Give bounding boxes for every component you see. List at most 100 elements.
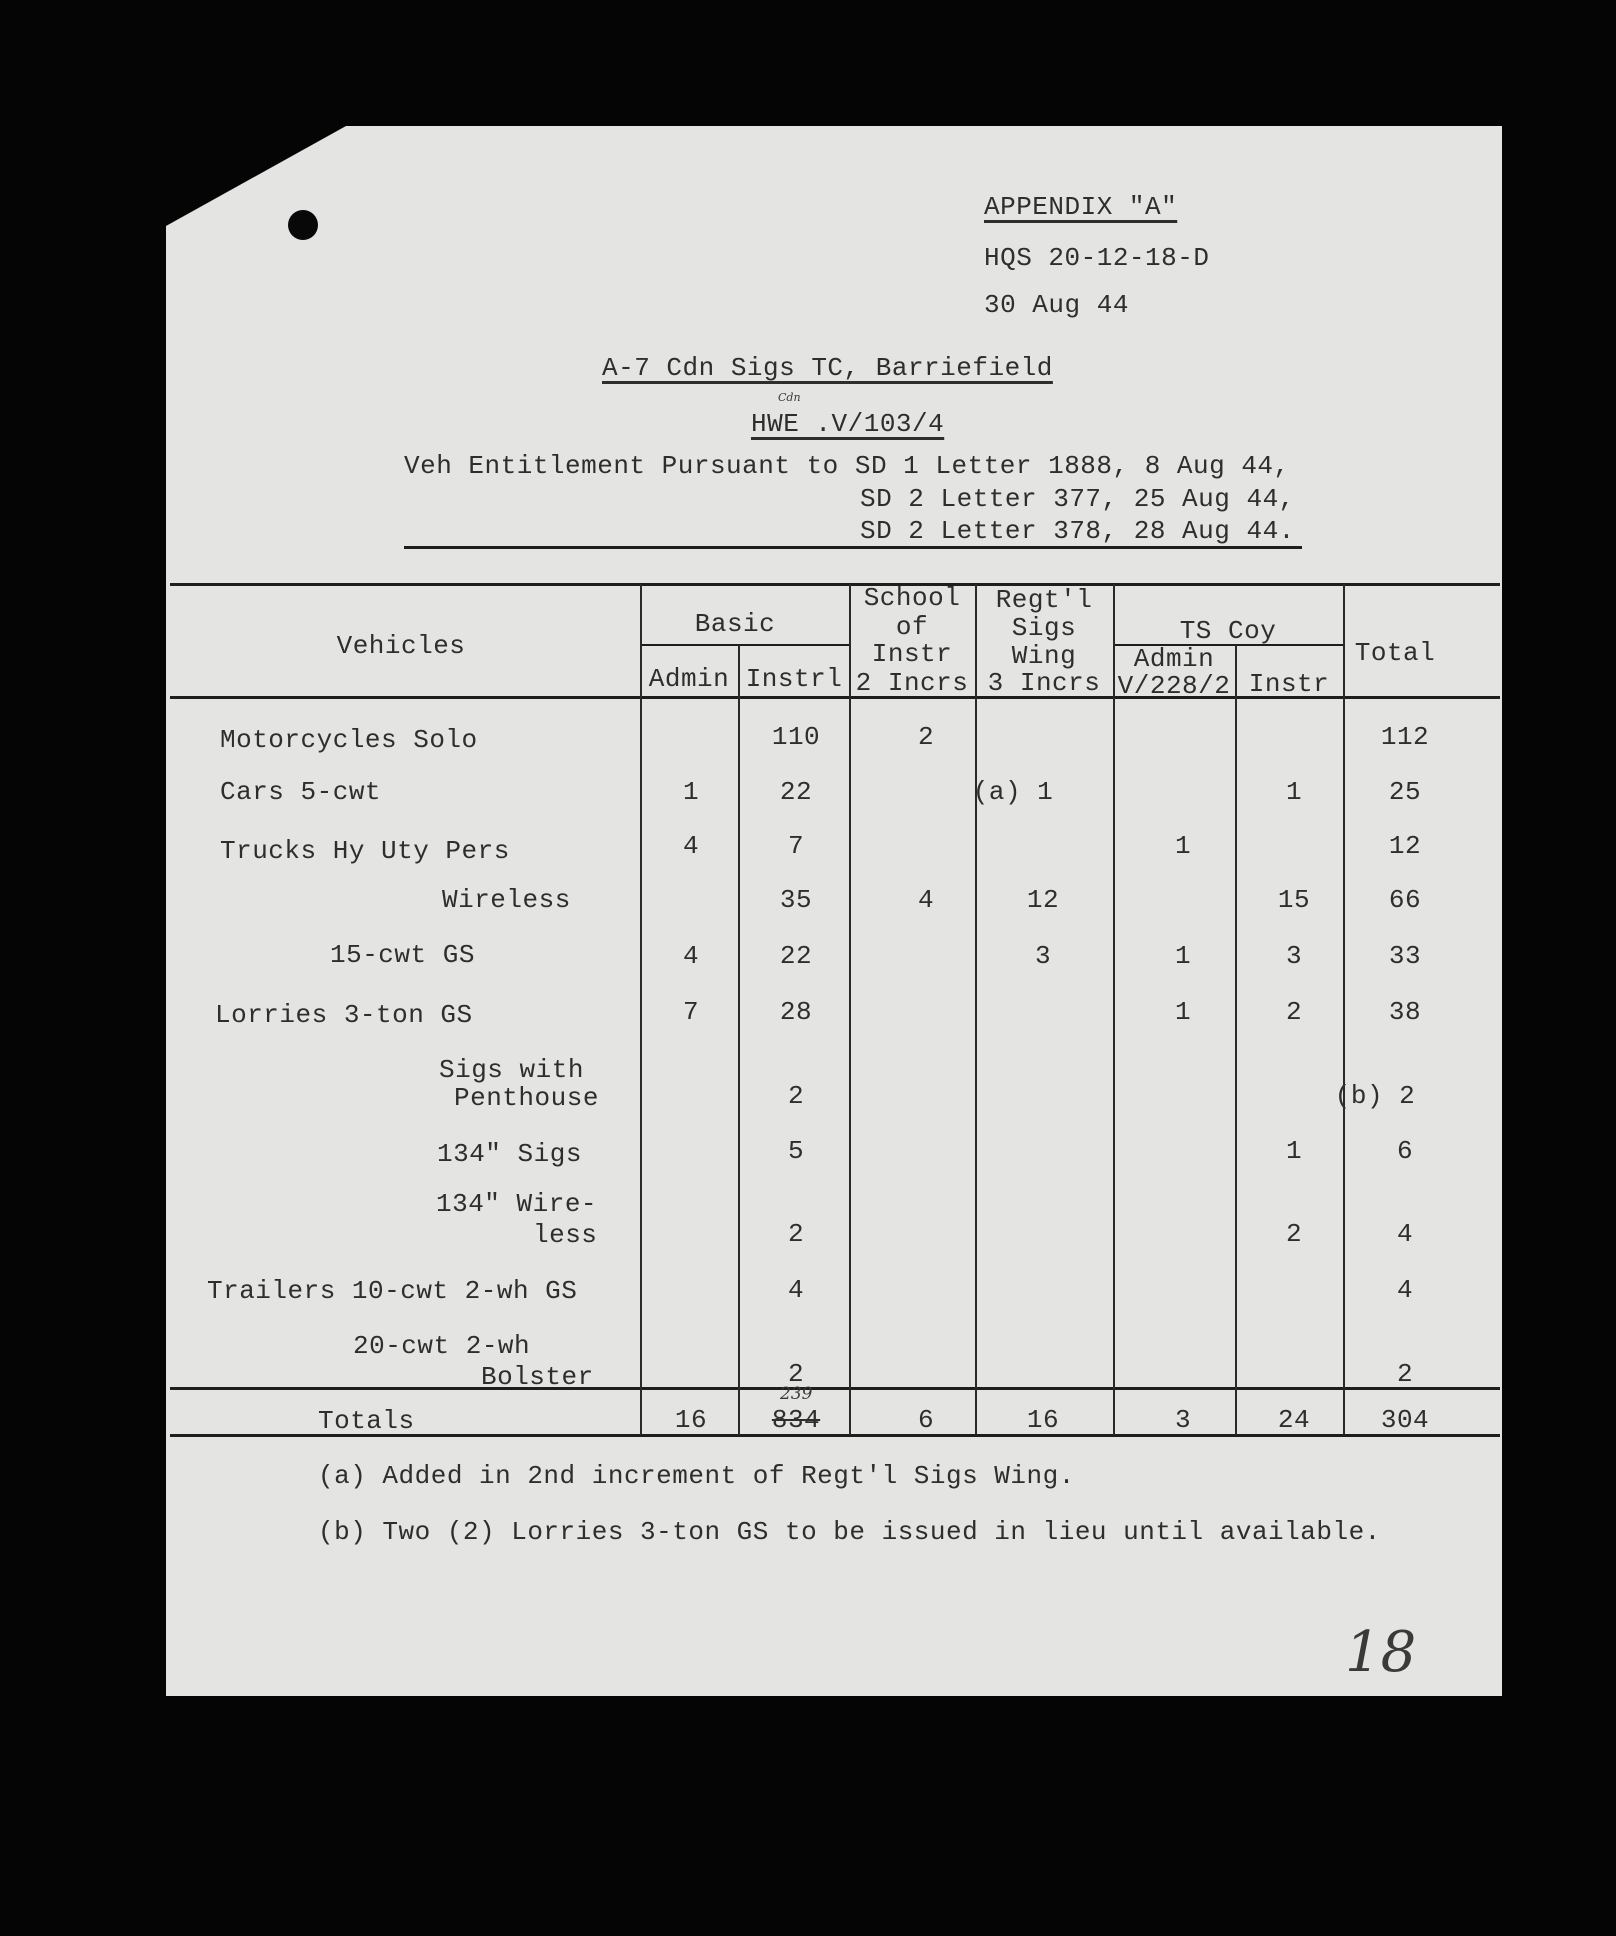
header-ts-admin: Admin <box>1133 644 1215 674</box>
cell-ts-instr: 2 <box>1285 997 1303 1027</box>
header-school: of <box>895 612 929 642</box>
vehicle-label: Sigs with <box>439 1055 584 1085</box>
footnote-a: (a) Added in 2nd increment of Regt'l Sig… <box>318 1461 1075 1491</box>
column-rule <box>738 645 740 1435</box>
vehicle-label: Bolster <box>481 1362 594 1392</box>
column-rule <box>1113 584 1115 1435</box>
vehicle-label: Motorcycles Solo <box>220 725 478 755</box>
cell-total: 33 <box>1388 941 1422 971</box>
cell-ts-instr: 1 <box>1285 1136 1303 1166</box>
header-regt-sigs-wing: 3 Incrs <box>987 668 1101 698</box>
cell-school: 4 <box>917 885 935 915</box>
handwritten-page-number: 18 <box>1345 1620 1417 1685</box>
cell-total: 2 <box>1396 1359 1414 1389</box>
punch-hole <box>288 210 318 240</box>
totals-instrl-correction: 239 <box>780 1384 813 1404</box>
table-top-rule <box>170 583 1500 586</box>
cell-total: 66 <box>1388 885 1422 915</box>
totals-total: 304 <box>1380 1405 1430 1435</box>
header-school: 2 Incrs <box>855 668 969 698</box>
cell-ts-instr: 3 <box>1285 941 1303 971</box>
cell-total: 38 <box>1388 997 1422 1027</box>
cell-school: 2 <box>917 722 935 752</box>
cell-regt: 12 <box>1026 885 1060 915</box>
column-rule <box>849 584 851 1435</box>
cell-regt: (a) 1 <box>972 777 1054 807</box>
cell-instrl: 4 <box>787 1275 805 1305</box>
totals-regt: 16 <box>1026 1405 1060 1435</box>
header-basic: Basic <box>694 609 776 639</box>
header-ts-admin: V/228/2 <box>1117 671 1231 701</box>
header-ts-instr: Instr <box>1248 669 1330 699</box>
cell-instrl: 22 <box>779 941 813 971</box>
header-regt-sigs-wing: Sigs <box>1011 613 1077 643</box>
vehicle-label: Trailers 10-cwt 2-wh GS <box>207 1276 578 1306</box>
subject-underline <box>404 546 1302 549</box>
totals-ts-admin: 3 <box>1174 1405 1192 1435</box>
footnote-b: (b) Two (2) Lorries 3-ton GS to be issue… <box>318 1517 1381 1547</box>
vehicle-label: 15-cwt GS <box>330 940 475 970</box>
cell-total: 112 <box>1380 722 1430 752</box>
vehicle-label: Lorries 3-ton GS <box>215 1000 473 1030</box>
cell-admin: 4 <box>682 831 700 861</box>
header-school: Instr <box>871 639 953 669</box>
header-regt-sigs-wing: Regt'l <box>995 585 1093 615</box>
handwritten-annotation: Cdn <box>778 391 801 404</box>
subject-line-2: SD 2 Letter 377, 25 Aug 44, <box>860 484 1295 514</box>
cell-instrl: 28 <box>779 997 813 1027</box>
cell-total: (b) 2 <box>1334 1081 1416 1111</box>
cell-ts-instr: 15 <box>1277 885 1311 915</box>
file-reference: HQS 20-12-18-D <box>984 243 1210 273</box>
cell-instrl: 2 <box>787 1081 805 1111</box>
column-rule <box>975 584 977 1435</box>
cell-ts-admin: 1 <box>1174 997 1192 1027</box>
cell-admin: 1 <box>682 777 700 807</box>
header-total: Total <box>1354 638 1436 668</box>
header-basic-instrl: Instrl <box>745 664 843 694</box>
header-school: School <box>863 583 961 613</box>
subject-line-3: SD 2 Letter 378, 28 Aug 44. <box>860 516 1295 546</box>
cell-instrl: 5 <box>787 1136 805 1166</box>
cell-total: 4 <box>1396 1219 1414 1249</box>
vehicle-label: 134" Sigs <box>437 1139 582 1169</box>
totals-top-rule <box>170 1387 1500 1390</box>
vehicle-label: Penthouse <box>454 1083 599 1113</box>
document-date: 30 Aug 44 <box>984 290 1129 320</box>
column-rule <box>1343 584 1345 1435</box>
totals-bottom-rule <box>170 1434 1500 1437</box>
column-rule <box>1235 645 1237 1435</box>
cell-regt: 3 <box>1034 941 1052 971</box>
vehicle-label: Wireless <box>442 885 571 915</box>
cell-ts-instr: 1 <box>1285 777 1303 807</box>
vehicle-label: 20-cwt 2-wh <box>353 1331 531 1361</box>
vehicle-label: Trucks Hy Uty Pers <box>220 836 510 866</box>
cell-admin: 7 <box>682 997 700 1027</box>
cell-instrl: 2 <box>787 1219 805 1249</box>
column-rule <box>640 584 642 1435</box>
header-basic-admin: Admin <box>648 664 730 694</box>
totals-ts-instr: 24 <box>1277 1405 1311 1435</box>
header-ts-coy: TS Coy <box>1179 616 1277 646</box>
header-vehicles: Vehicles <box>336 631 466 661</box>
ts-coy-group-rule <box>1113 644 1343 646</box>
cell-total: 6 <box>1396 1136 1414 1166</box>
cell-ts-admin: 1 <box>1174 941 1192 971</box>
basic-group-rule <box>640 644 849 646</box>
cell-instrl: 7 <box>787 831 805 861</box>
header-bottom-rule <box>170 696 1500 699</box>
totals-school: 6 <box>917 1405 935 1435</box>
cell-instrl: 110 <box>771 722 821 752</box>
subject-line-1: Veh Entitlement Pursuant to SD 1 Letter … <box>404 451 1290 481</box>
cell-total: 12 <box>1388 831 1422 861</box>
cell-instrl: 35 <box>779 885 813 915</box>
cell-total: 4 <box>1396 1275 1414 1305</box>
cell-ts-instr: 2 <box>1285 1219 1303 1249</box>
cell-ts-admin: 1 <box>1174 831 1192 861</box>
establishment-ref: HWE .V/103/4 <box>751 409 945 439</box>
appendix-title: APPENDIX "A" <box>984 192 1178 222</box>
totals-label: Totals <box>318 1406 415 1436</box>
cell-instrl: 22 <box>779 777 813 807</box>
vehicle-label: Cars 5-cwt <box>220 777 382 807</box>
vehicle-label: less <box>533 1220 598 1250</box>
